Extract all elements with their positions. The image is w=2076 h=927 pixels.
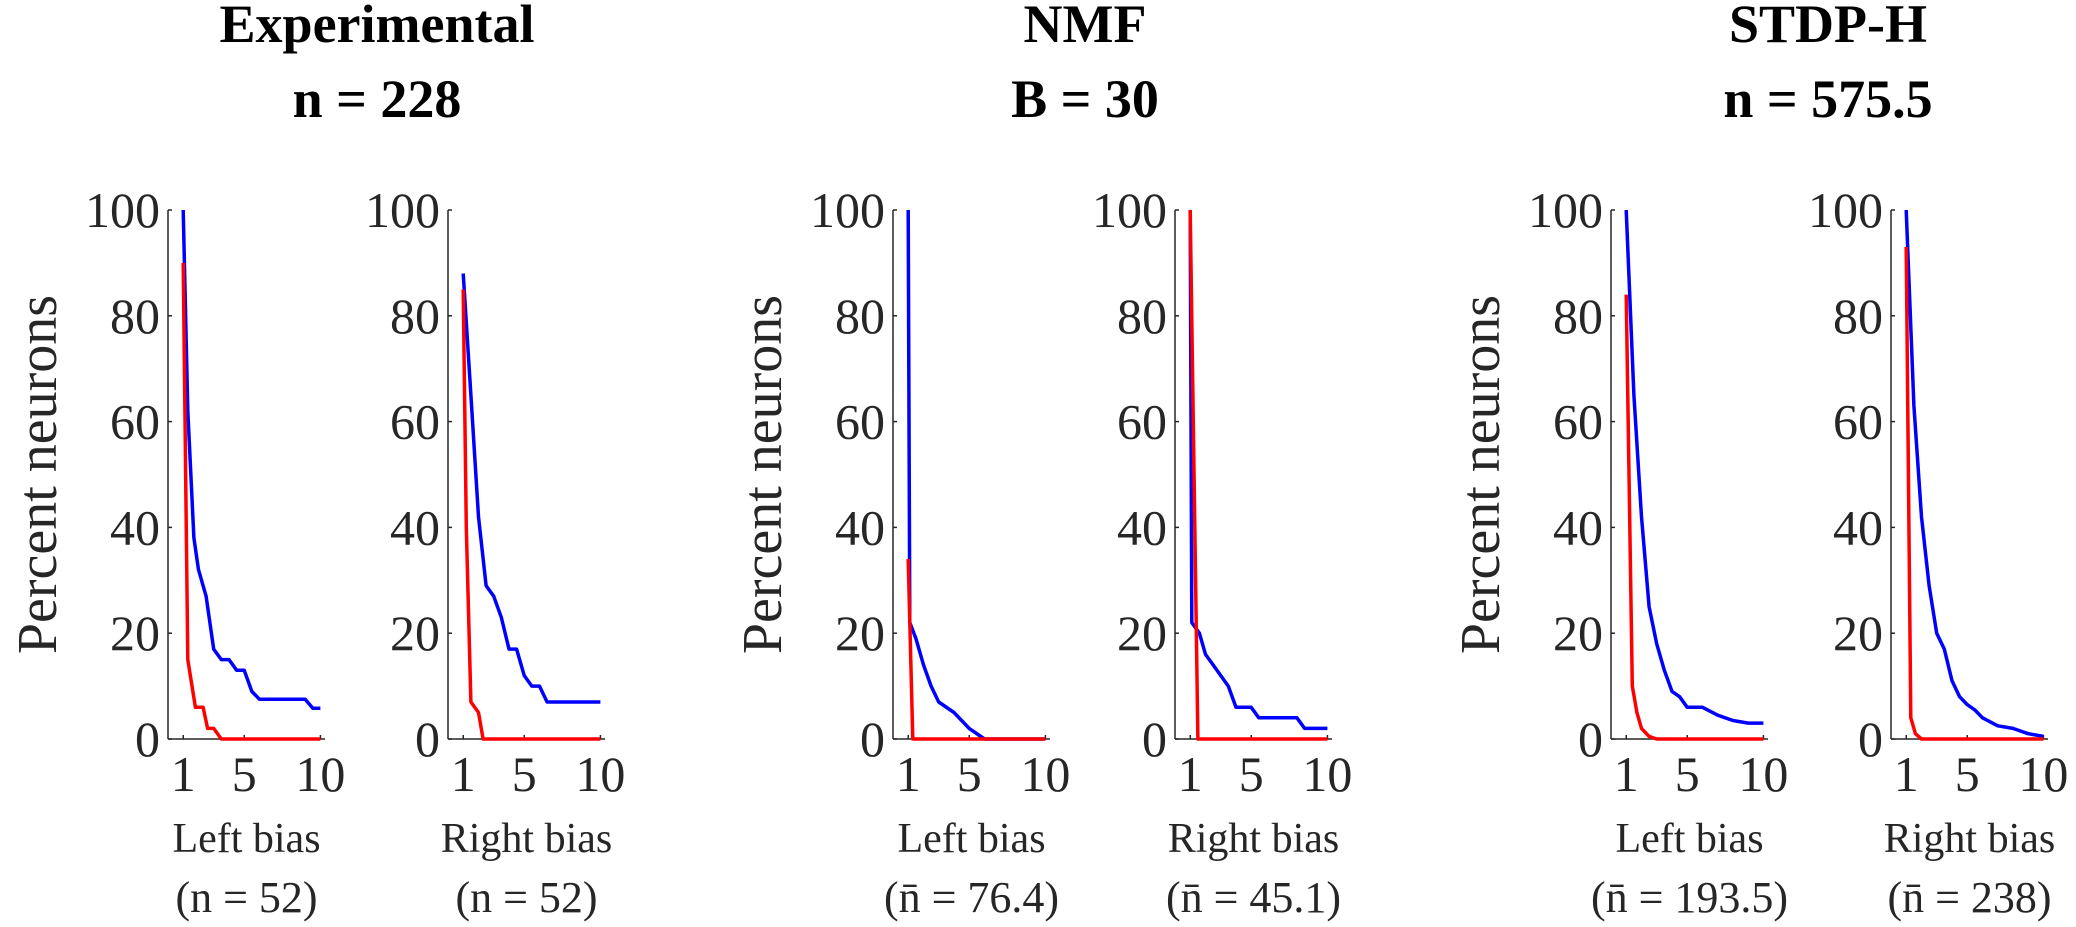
y-tick-label: 100 (85, 182, 160, 238)
x-tick-label: 5 (957, 746, 982, 802)
panel-1: 0 20 40 60 80 100 1 5 10 Left bias (n = 52) Percent… (7, 182, 345, 922)
panel-3: 0 20 40 60 80 100 1 5 10 Left bias (n̄ = 76.4) Perc… (732, 182, 1070, 922)
x-axis-sublabel: (n = 52) (455, 873, 597, 922)
y-tick-label: 60 (390, 394, 440, 450)
x-tick-label: 10 (1020, 746, 1070, 802)
red-series-line (1624, 294, 1764, 741)
x-axis-label: Right bias (1168, 816, 1340, 862)
y-tick-label: 80 (110, 288, 160, 344)
y-tick-label: 20 (835, 605, 885, 661)
x-tick-label: 5 (1239, 746, 1264, 802)
red-series-line (1188, 209, 1328, 741)
x-tick-label: 1 (451, 746, 476, 802)
y-tick-label: 0 (135, 711, 160, 767)
y-tick-label: 0 (1142, 711, 1167, 767)
blue-series-line (461, 273, 601, 704)
x-axis-sublabel: (n̄ = 193.5) (1591, 873, 1788, 922)
y-tick-label: 60 (1117, 394, 1167, 450)
group-title-3: STDP-H (1729, 0, 1927, 54)
y-tick-label: 20 (1833, 605, 1883, 661)
y-tick-label: 20 (1117, 605, 1167, 661)
y-tick-label: 40 (1833, 499, 1883, 555)
y-tick-label: 100 (810, 182, 885, 238)
x-tick-label: 10 (575, 746, 625, 802)
group-subtitle-2: B = 30 (1011, 69, 1159, 129)
y-tick-label: 100 (1528, 182, 1603, 238)
x-axis-sublabel: (n̄ = 238) (1887, 873, 2051, 922)
y-tick-label: 100 (1092, 182, 1167, 238)
x-axis-label: Left bias (897, 816, 1045, 862)
blue-series-line (1904, 209, 2044, 739)
red-series-line (906, 559, 1046, 741)
group-subtitle-3: n = 575.5 (1723, 69, 1932, 129)
y-tick-label: 40 (1117, 499, 1167, 555)
group-title-2: NMF (1024, 0, 1147, 54)
y-axis-label: Percent neurons (7, 295, 69, 654)
panel-6: 0 20 40 60 80 100 1 5 10 Right bias (n̄ = 238) (1808, 182, 2068, 922)
y-axis-label: Percent neurons (732, 295, 794, 654)
y-tick-label: 100 (365, 182, 440, 238)
x-tick-label: 5 (1955, 746, 1980, 802)
group-title-1: Experimental (220, 0, 535, 54)
blue-series-line (906, 209, 1046, 741)
y-tick-label: 60 (110, 394, 160, 450)
y-tick-label: 80 (1553, 288, 1603, 344)
group-subtitle-1: n = 228 (293, 69, 462, 129)
y-tick-label: 0 (1578, 711, 1603, 767)
red-series-line (181, 262, 321, 741)
y-tick-label: 80 (835, 288, 885, 344)
blue-series-line (1188, 209, 1328, 731)
y-tick-label: 20 (1553, 605, 1603, 661)
x-tick-label: 5 (512, 746, 537, 802)
x-axis-label: Right bias (441, 816, 613, 862)
y-tick-label: 60 (1833, 394, 1883, 450)
x-tick-label: 1 (1894, 746, 1919, 802)
y-tick-label: 80 (1833, 288, 1883, 344)
y-tick-label: 0 (1858, 711, 1883, 767)
red-series-line (1904, 246, 2044, 741)
blue-series-line (181, 209, 321, 711)
x-tick-label: 10 (1738, 746, 1788, 802)
x-axis-sublabel: (n̄ = 45.1) (1166, 873, 1341, 922)
red-series-line (461, 289, 601, 741)
x-tick-label: 10 (2018, 746, 2068, 802)
y-tick-label: 100 (1808, 182, 1883, 238)
panel-2: 0 20 40 60 80 100 1 5 10 Right bias (n = 52) (365, 182, 625, 922)
y-tick-label: 80 (390, 288, 440, 344)
y-tick-label: 40 (390, 499, 440, 555)
y-tick-label: 40 (110, 499, 160, 555)
x-axis-label: Left bias (1615, 816, 1763, 862)
x-tick-label: 5 (1675, 746, 1700, 802)
y-tick-label: 60 (1553, 394, 1603, 450)
panel-4: 0 20 40 60 80 100 1 5 10 Right bias (n̄ = 45.1) (1092, 182, 1352, 922)
y-axis-label: Percent neurons (1450, 295, 1512, 654)
y-tick-label: 20 (110, 605, 160, 661)
y-tick-label: 0 (860, 711, 885, 767)
x-axis-sublabel: (n = 52) (175, 873, 317, 922)
y-tick-label: 20 (390, 605, 440, 661)
x-axis-sublabel: (n̄ = 76.4) (884, 873, 1059, 922)
y-tick-label: 40 (835, 499, 885, 555)
x-tick-label: 10 (295, 746, 345, 802)
blue-series-line (1624, 209, 1764, 725)
y-tick-label: 80 (1117, 288, 1167, 344)
x-tick-label: 1 (896, 746, 921, 802)
x-tick-label: 10 (1302, 746, 1352, 802)
x-axis-label: Left bias (172, 816, 320, 862)
group-titles: Experimental n = 228 NMF B = 30 STDP-H n = 57… (220, 0, 1933, 129)
x-tick-label: 5 (232, 746, 257, 802)
y-tick-label: 60 (835, 394, 885, 450)
y-tick-label: 40 (1553, 499, 1603, 555)
x-axis-label: Right bias (1884, 816, 2056, 862)
x-tick-label: 1 (1614, 746, 1639, 802)
panel-5: 0 20 40 60 80 100 1 5 10 Left bias (n̄ = 193.5) Per… (1450, 182, 1788, 922)
x-tick-label: 1 (1178, 746, 1203, 802)
x-tick-label: 1 (171, 746, 196, 802)
y-tick-label: 0 (415, 711, 440, 767)
